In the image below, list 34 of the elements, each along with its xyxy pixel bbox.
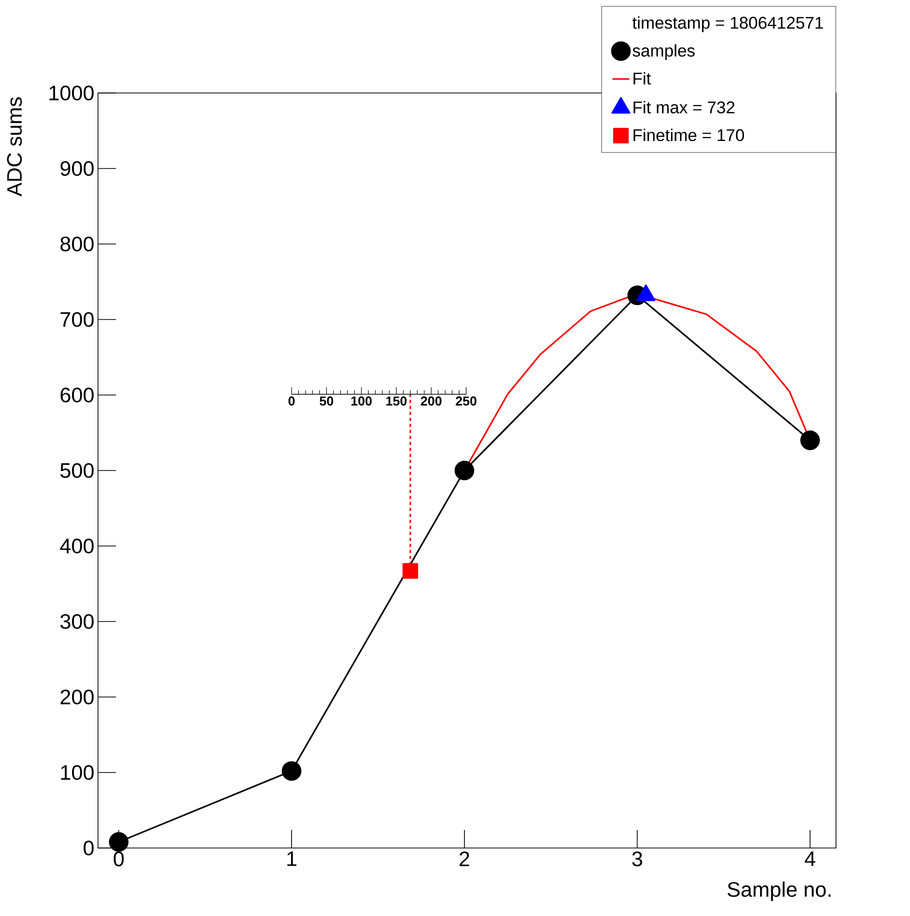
y-axis-title: ADC sums bbox=[7, 97, 22, 196]
x-tick-label: 0 bbox=[114, 852, 124, 866]
legend-label: Fit bbox=[634, 72, 651, 85]
point bbox=[402, 563, 418, 579]
x2-tick-label: 250 bbox=[456, 396, 476, 406]
x-tick-label: 3 bbox=[632, 852, 642, 866]
point bbox=[282, 761, 302, 781]
point bbox=[108, 832, 129, 852]
y-tick-label: 0 bbox=[84, 840, 94, 856]
point bbox=[800, 430, 820, 450]
x-tick-label: 1 bbox=[287, 852, 296, 866]
y-tick-label: 400 bbox=[60, 538, 94, 554]
point bbox=[454, 460, 474, 480]
legend-label: Finetime = 170 bbox=[634, 128, 744, 142]
x2-tick-label: 0 bbox=[288, 396, 295, 406]
y-tick-label: 100 bbox=[61, 765, 94, 780]
x2-tick-label: 200 bbox=[420, 396, 442, 406]
x-tick-label: 2 bbox=[460, 852, 470, 866]
legend-label: samples bbox=[632, 44, 695, 60]
x-axis-title: Sample no. bbox=[728, 882, 831, 902]
x2-tick-label: 100 bbox=[351, 396, 372, 406]
legend-label: Fit max = 732 bbox=[634, 100, 734, 114]
y-tick-label: 200 bbox=[60, 690, 94, 704]
x2-tick-label: 50 bbox=[320, 396, 334, 406]
x2-tick-label: 150 bbox=[386, 396, 407, 406]
legend-title: timestamp = 1806412571 bbox=[632, 16, 823, 32]
y-tick-label: 700 bbox=[60, 312, 94, 327]
x-tick-label: 4 bbox=[804, 852, 816, 866]
y-tick-label: 500 bbox=[60, 463, 94, 478]
y-tick-label: 600 bbox=[60, 388, 94, 402]
y-tick-label: 900 bbox=[60, 161, 94, 176]
y-tick-label: 800 bbox=[60, 236, 94, 252]
y-tick-label: 1000 bbox=[50, 86, 94, 100]
y-tick-label: 300 bbox=[60, 614, 94, 629]
